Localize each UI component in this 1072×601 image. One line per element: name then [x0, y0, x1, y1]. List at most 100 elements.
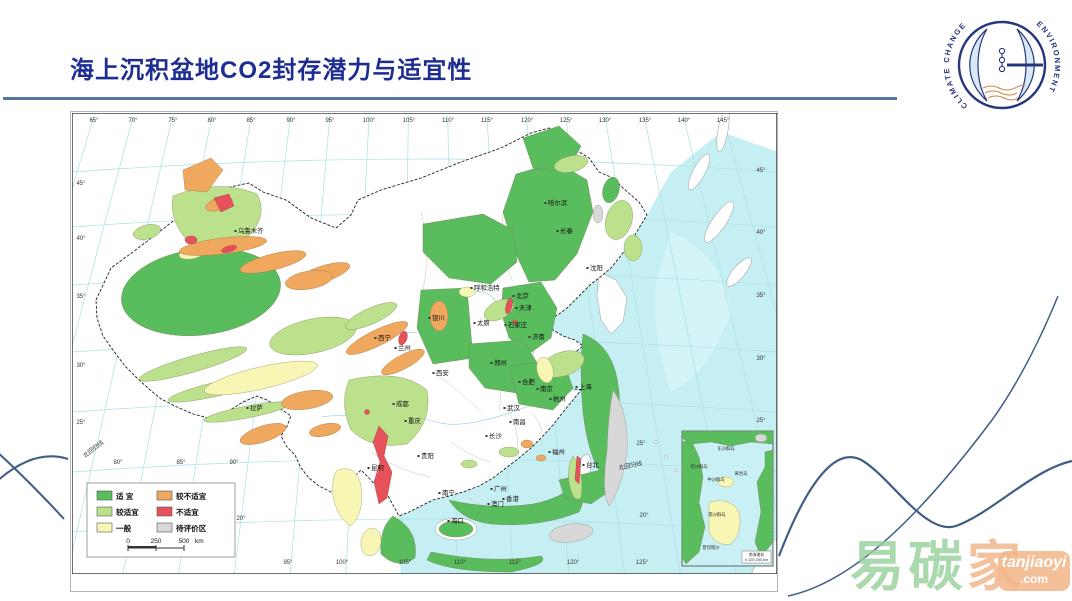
top-axis-label: 105°	[403, 118, 416, 124]
legend-item-label: 较不适宜	[176, 491, 207, 501]
city-label: 天津	[519, 304, 532, 312]
inset-island-label: 东沙群岛	[717, 445, 734, 452]
city-label: 太原	[477, 318, 490, 327]
china-co2-suitability-map: 65° 70° 75° 80° 85° 90° 95° 100° 105° 110° 115° 120…	[70, 111, 778, 592]
city-marker	[485, 435, 488, 437]
legend-item-label: 适 宜	[116, 491, 134, 501]
logo-waves	[982, 84, 1026, 101]
top-axis-label: 125°	[560, 118, 573, 124]
logo-circle	[957, 20, 1047, 110]
legend-swatch	[96, 522, 113, 533]
right-axis-label: 45°	[756, 168, 766, 174]
city-marker	[473, 322, 476, 324]
scale-tick-label: 0	[126, 538, 130, 545]
city-label: 长沙	[489, 431, 502, 440]
logo-arc-left-text: CLIMATE CHANGE	[942, 20, 969, 110]
city-label: 香港	[506, 494, 519, 503]
right-axis-label: 25°	[756, 418, 766, 424]
city-marker	[512, 295, 515, 297]
logo-chain	[998, 47, 1006, 73]
city-marker	[544, 202, 547, 204]
city-label: 乌鲁木齐	[238, 226, 264, 235]
legend-swatch	[96, 490, 113, 501]
extra-axis-label: 20°	[639, 513, 649, 519]
scale-tick-label: 250	[151, 538, 162, 545]
bottom-axis-label: 110°	[454, 560, 467, 566]
extra-axis-label: 20°	[236, 516, 246, 522]
watermark-char-1: 易	[850, 537, 904, 597]
city-label: 昆明	[371, 464, 384, 472]
city-marker	[374, 337, 377, 339]
wave-left-arc	[0, 455, 69, 480]
legend-swatch	[96, 506, 113, 517]
legend-item-label: 不适宜	[176, 507, 199, 517]
inset-island-label: 南沙群岛	[708, 511, 725, 518]
inner-axis-label: 85°	[176, 460, 186, 466]
city-label: 银川	[432, 313, 445, 322]
scale-unit-label: km	[195, 538, 204, 545]
city-marker	[432, 372, 435, 374]
city-marker	[549, 398, 552, 400]
axis-labels: 65° 70° 75° 80° 85° 90° 95° 100° 105° 110° 115° 120…	[76, 118, 766, 566]
city-marker	[528, 336, 531, 338]
legend-swatch	[156, 522, 173, 533]
top-axis-label: 85°	[246, 118, 256, 124]
top-axis-label: 135°	[639, 118, 652, 124]
city-marker	[438, 492, 441, 494]
city-label: 南宁	[442, 488, 455, 497]
left-axis-label: 25°	[76, 420, 86, 426]
left-axis-label: 40°	[76, 236, 86, 242]
city-marker	[490, 362, 493, 364]
city-label: 兰州	[398, 343, 411, 352]
bottom-axis-label: 105°	[399, 560, 412, 566]
city-label: 重庆	[408, 416, 421, 425]
legend-item-label: 一般	[116, 523, 132, 533]
city-label: 拉萨	[250, 403, 263, 412]
city-label: 北京	[516, 291, 529, 300]
inset-island-label: 黄岩岛	[735, 470, 748, 477]
inset-caption-line: 0 125 250 km	[745, 558, 768, 562]
top-axis-label: 140°	[678, 118, 691, 124]
inner-axis-label: 90°	[229, 460, 239, 466]
city-label: 石家庄	[508, 320, 528, 329]
city-label: 沈阳	[590, 263, 603, 272]
watermark-badge: tanjiaoyi .com	[998, 551, 1070, 591]
city-marker	[246, 407, 249, 409]
graticule-meridian	[722, 115, 777, 316]
graticule-parallel	[72, 158, 777, 173]
inset-island-label: 曾母暗沙	[702, 544, 720, 551]
tropic-of-cancer-label: 北回归线	[81, 438, 105, 459]
top-axis-label: 120°	[521, 118, 534, 124]
legend-item-label: 待评价区	[176, 523, 207, 533]
city-marker	[504, 324, 507, 326]
left-axis-label: 45°	[76, 181, 86, 187]
top-axis-label: 145°	[717, 118, 730, 124]
city-label: 福州	[552, 447, 565, 456]
city-marker	[487, 503, 490, 505]
city-marker	[417, 455, 420, 457]
city-marker	[515, 307, 518, 309]
legend-swatch	[156, 506, 173, 517]
scale-bar: 0 250 500 km	[126, 538, 204, 551]
extra-axis-label: 25°	[636, 441, 646, 447]
city-marker	[556, 230, 559, 232]
city-label: 西宁	[378, 333, 391, 342]
bottom-axis-label: 125°	[636, 560, 649, 566]
city-label: 西安	[436, 368, 449, 377]
city-marker	[234, 230, 237, 232]
top-axis-label: 100°	[363, 118, 376, 124]
top-axis-label: 80°	[207, 118, 217, 124]
bottom-axis-label: 95°	[283, 560, 293, 566]
city-label: 哈尔滨	[548, 198, 568, 207]
top-axis-label: 110°	[442, 118, 455, 124]
inner-axis-label: 80°	[113, 460, 123, 466]
city-label: 郑州	[494, 359, 507, 367]
map-canvas: 65° 70° 75° 80° 85° 90° 95° 100° 105° 110° 115° 120…	[72, 113, 777, 574]
graticule-meridian	[683, 115, 777, 513]
legend-item-label: 较适宜	[116, 507, 139, 517]
left-axis-label: 35°	[76, 294, 86, 300]
scale-bar-segment	[128, 546, 156, 549]
watermark-char-2: 碳	[908, 537, 963, 597]
